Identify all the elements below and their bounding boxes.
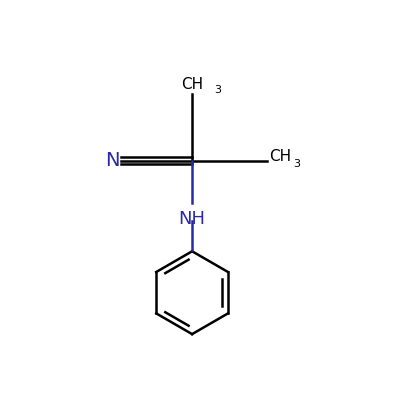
Text: NH: NH xyxy=(179,210,206,228)
Text: CH: CH xyxy=(269,149,291,164)
Text: N: N xyxy=(105,151,119,170)
Text: 3: 3 xyxy=(293,159,300,169)
Text: 3: 3 xyxy=(214,86,221,96)
Text: CH: CH xyxy=(181,76,203,92)
